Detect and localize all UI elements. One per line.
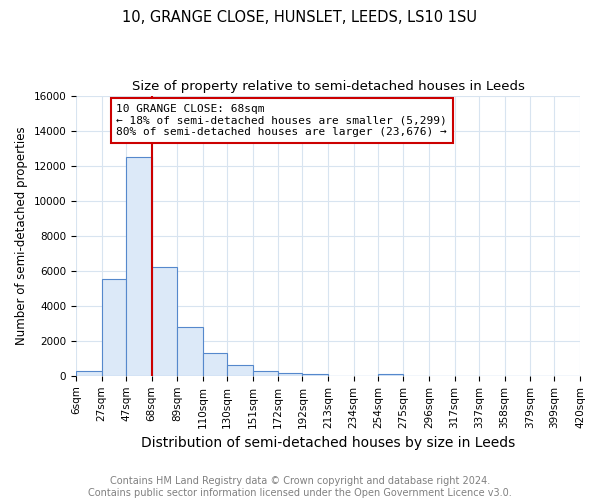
Bar — [177, 327, 203, 376]
Y-axis label: Number of semi-detached properties: Number of semi-detached properties — [15, 126, 28, 345]
X-axis label: Distribution of semi-detached houses by size in Leeds: Distribution of semi-detached houses by … — [141, 436, 515, 450]
Bar — [253, 372, 278, 376]
Text: 10, GRANGE CLOSE, HUNSLET, LEEDS, LS10 1SU: 10, GRANGE CLOSE, HUNSLET, LEEDS, LS10 1… — [122, 10, 478, 25]
Bar — [278, 373, 302, 376]
Bar — [203, 353, 227, 376]
Text: Contains HM Land Registry data © Crown copyright and database right 2024.
Contai: Contains HM Land Registry data © Crown c… — [88, 476, 512, 498]
Bar — [152, 267, 177, 376]
Bar — [101, 280, 126, 376]
Bar — [76, 370, 101, 376]
Bar — [126, 157, 152, 376]
Bar — [302, 374, 328, 376]
Text: 10 GRANGE CLOSE: 68sqm
← 18% of semi-detached houses are smaller (5,299)
80% of : 10 GRANGE CLOSE: 68sqm ← 18% of semi-det… — [116, 104, 447, 137]
Bar — [227, 366, 253, 376]
Bar — [378, 374, 403, 376]
Title: Size of property relative to semi-detached houses in Leeds: Size of property relative to semi-detach… — [131, 80, 524, 93]
